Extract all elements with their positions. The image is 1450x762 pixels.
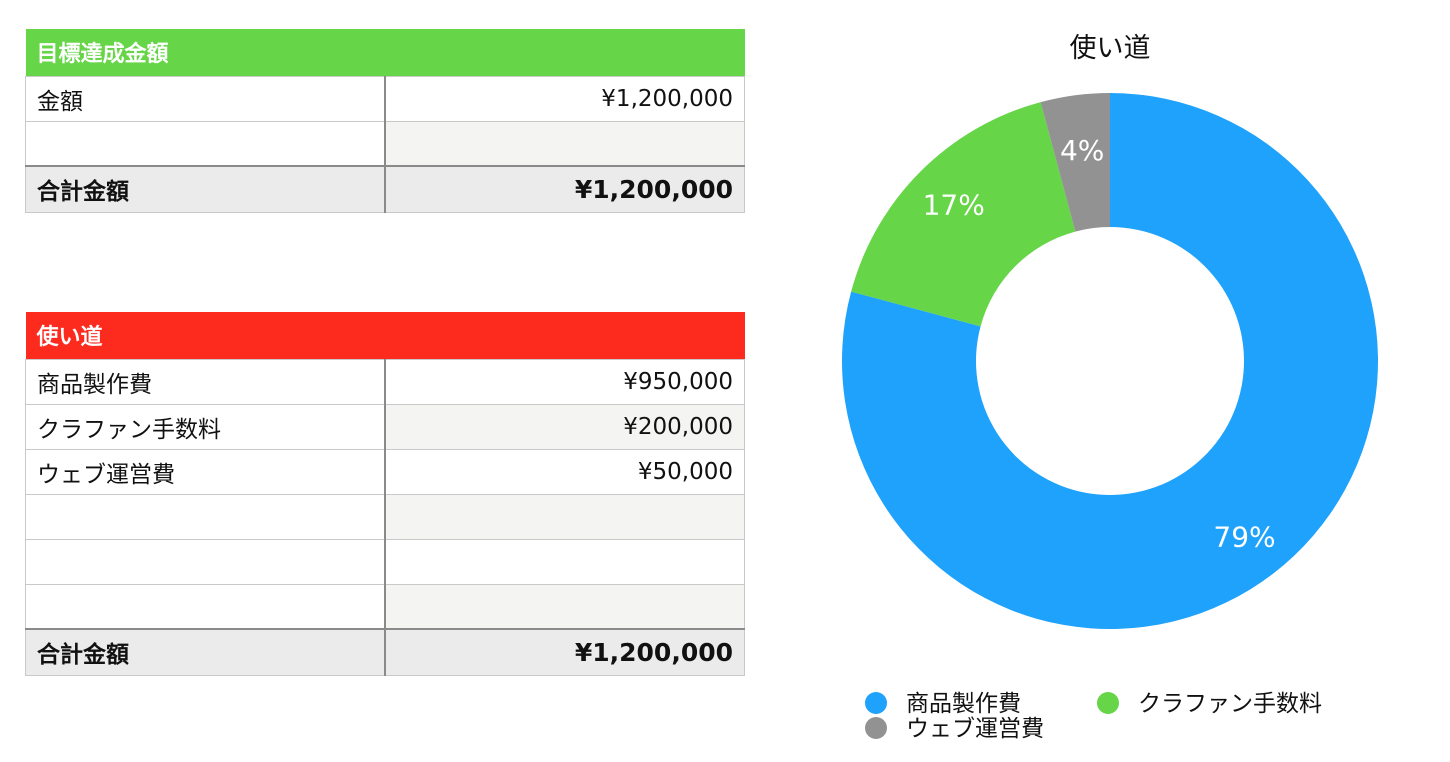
slice-percent-label-2: 4% [1060, 134, 1104, 167]
legend-label-2: ウェブ運営費 [906, 716, 1044, 742]
usage-row-value [384, 538, 745, 585]
legend-label-1: クラファン手数料 [1138, 691, 1322, 717]
usage-row-label: 商品製作費 [25, 358, 386, 405]
chart-title: 使い道 [1070, 33, 1151, 64]
legend-label-0: 商品製作費 [906, 691, 1021, 717]
goal-total-label: 合計金額 [25, 165, 386, 213]
usage-table: 使い道 商品製作費 ¥950,000 クラファン手数料 ¥200,000 ウェブ… [25, 312, 745, 676]
usage-row-value: ¥200,000 [384, 403, 745, 450]
goal-row-label [25, 120, 386, 167]
legend-swatch-1 [1097, 692, 1119, 714]
slice-percent-label-1: 17% [923, 189, 985, 222]
usage-total-label: 合計金額 [25, 628, 386, 676]
goal-amount-table: 目標達成金額 金額 ¥1,200,000 合計金額 ¥1,200,000 [25, 29, 745, 213]
goal-row-value: ¥1,200,000 [384, 75, 745, 122]
goal-total-value: ¥1,200,000 [384, 165, 745, 213]
goal-row-label: 金額 [25, 75, 386, 122]
usage-total-value: ¥1,200,000 [384, 628, 745, 676]
legend-swatch-0 [865, 692, 887, 714]
slice-labels: 79% 17% 4% [923, 134, 1276, 554]
goal-row-value [384, 120, 745, 167]
usage-row-label: クラファン手数料 [25, 403, 386, 450]
donut-slice-2 [1040, 93, 1110, 232]
usage-row-label [25, 538, 386, 585]
usage-row-value: ¥50,000 [384, 448, 745, 495]
usage-row-label: ウェブ運営費 [25, 448, 386, 495]
usage-row-label [25, 493, 386, 540]
usage-table-header: 使い道 [25, 312, 745, 360]
usage-row-value [384, 583, 745, 630]
usage-row-value: ¥950,000 [384, 358, 745, 405]
usage-row-label [25, 583, 386, 630]
usage-row-value [384, 493, 745, 540]
goal-table-header: 目標達成金額 [25, 29, 745, 77]
legend-swatch-2 [865, 717, 887, 739]
donut-slice-0 [842, 93, 1378, 629]
donut-slice-1 [851, 102, 1076, 327]
donut-slices [842, 93, 1378, 629]
slice-percent-label-0: 79% [1213, 520, 1275, 553]
